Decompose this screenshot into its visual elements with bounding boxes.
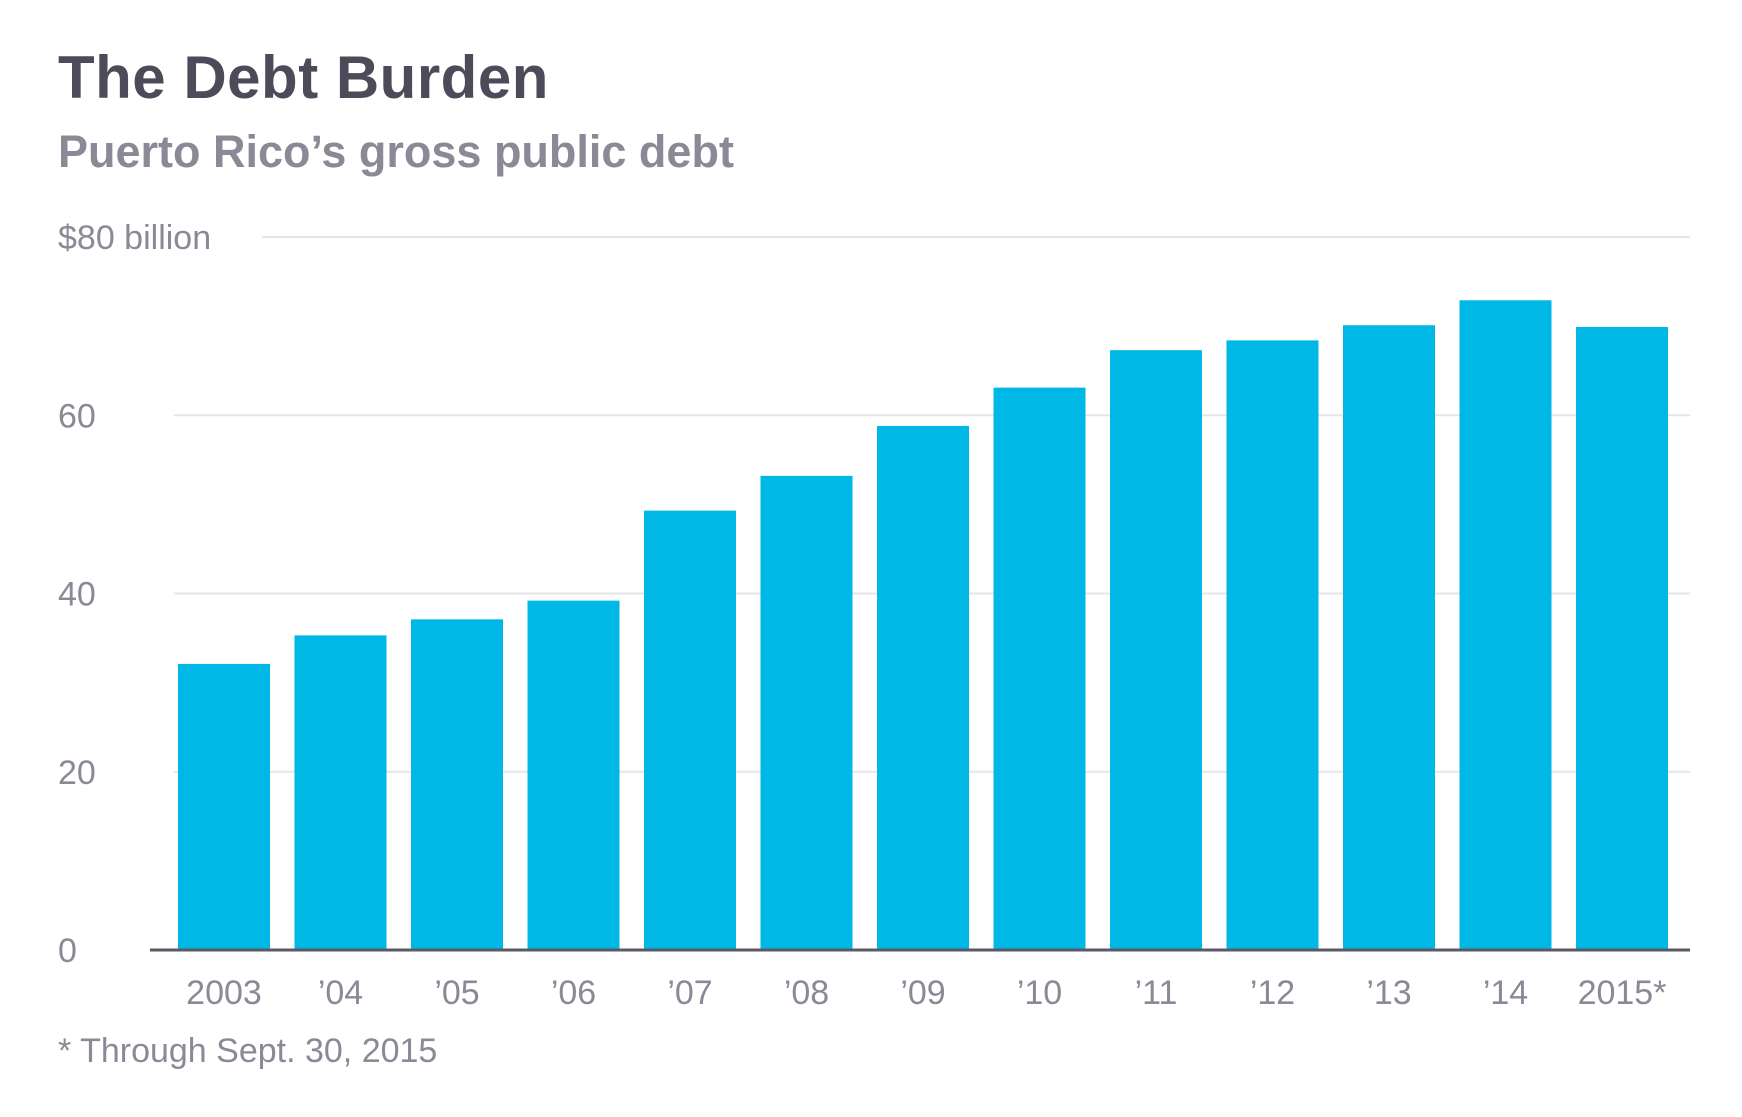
x-tick-label: 2015* (1578, 974, 1667, 1012)
y-tick-label: 40 (58, 576, 96, 614)
chart-subtitle: Puerto Rico’s gross public debt (58, 126, 734, 177)
bar (877, 425, 969, 950)
x-tick-label: ’12 (1250, 974, 1295, 1012)
x-tick-label: ’14 (1483, 974, 1528, 1012)
y-tick-label: 60 (58, 397, 96, 435)
x-tick-label: ’05 (434, 974, 479, 1012)
bar (760, 475, 853, 950)
bar (411, 619, 503, 950)
x-tick-label: ’09 (900, 974, 945, 1012)
bar (1576, 327, 1668, 950)
bar (1343, 325, 1435, 950)
x-tick-label: ’10 (1017, 974, 1062, 1012)
bar (1459, 300, 1552, 950)
y-tick-label: 20 (58, 754, 96, 792)
y-tick-label: $80 billion (58, 219, 211, 257)
footnote: * Through Sept. 30, 2015 (58, 1032, 438, 1070)
x-tick-label: ’04 (318, 974, 363, 1012)
y-tick-labels: 0 20 40 60 $80 billion (58, 219, 211, 970)
bar (644, 510, 736, 950)
bar (1226, 340, 1319, 950)
chart-title: The Debt Burden (58, 44, 549, 111)
bar (993, 387, 1086, 951)
x-tick-label: ’08 (784, 974, 829, 1012)
x-tick-label: ’06 (551, 974, 596, 1012)
x-tick-label: ’13 (1366, 974, 1411, 1012)
bar (527, 600, 620, 950)
bar (294, 635, 387, 950)
bar (178, 663, 270, 950)
x-tick-label: 2003 (186, 974, 262, 1012)
x-tick-labels: 2003 ’04 ’05 ’06 ’07 ’08 ’09 ’10 ’11 ’12 ’13 ’14 201… (186, 974, 1666, 1012)
bar (1110, 350, 1202, 951)
bars (178, 300, 1668, 951)
y-tick-label: 0 (58, 932, 77, 970)
x-tick-label: ’11 (1135, 974, 1178, 1012)
x-tick-label: ’07 (667, 974, 712, 1012)
